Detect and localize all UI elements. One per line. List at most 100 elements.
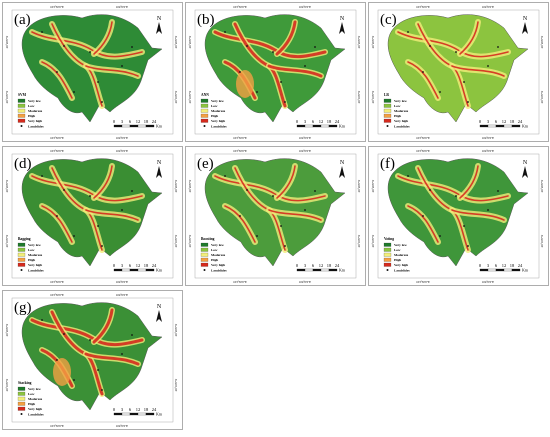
landslide-point xyxy=(101,101,103,103)
map-frame xyxy=(377,9,540,135)
north-arrow xyxy=(156,166,162,178)
landslide-point xyxy=(101,245,103,247)
longitude-label: 103°50'0"E xyxy=(416,136,430,140)
legend-label: Low xyxy=(211,248,218,252)
very-high-zone xyxy=(41,205,73,243)
very-high-zone xyxy=(93,21,113,55)
latitude-label: 26°20'0"N xyxy=(5,179,9,192)
legend-landslide xyxy=(20,125,23,127)
legend-label: Very low xyxy=(28,243,41,247)
legend-swatch xyxy=(17,252,26,257)
very-high-zone xyxy=(276,165,296,199)
scale-segment xyxy=(129,124,139,128)
legend-swatch xyxy=(200,118,209,123)
legend-swatch xyxy=(200,262,209,267)
very-high-zone xyxy=(213,30,327,59)
scale-segment xyxy=(121,268,131,272)
north-arrow xyxy=(522,22,528,34)
landslide-point xyxy=(284,245,286,247)
legend-swatch xyxy=(17,98,26,103)
longitude-label: 104°0'0"E xyxy=(116,136,128,140)
scale-tick: 24 xyxy=(335,263,340,268)
legend-title: LR xyxy=(384,93,389,97)
very-high-zone xyxy=(451,65,505,77)
very-high-zone xyxy=(397,31,509,58)
scale-segment xyxy=(479,268,489,272)
legend-title: Boosting xyxy=(201,237,215,241)
very-high-zone xyxy=(214,175,326,202)
landslide-point xyxy=(487,209,489,211)
legend-swatch xyxy=(17,386,26,391)
scale-tick: 12 xyxy=(319,119,324,124)
landslide-point xyxy=(455,51,457,53)
very-high-zone xyxy=(224,205,256,243)
legend-landslide xyxy=(386,125,389,127)
very-high-zone xyxy=(30,318,144,347)
landslide-point xyxy=(41,175,43,177)
legend-label: Very low xyxy=(211,99,224,103)
panel-label: (a) xyxy=(14,12,31,28)
landslide-point xyxy=(497,46,499,48)
latitude-label: 26°10'0"N xyxy=(371,90,375,103)
legend-swatch xyxy=(383,257,392,262)
landslide-point xyxy=(314,190,316,192)
scale-tick: 12 xyxy=(502,263,507,268)
landslide-point xyxy=(101,389,103,391)
very-high-zone xyxy=(93,165,113,199)
scale-segment xyxy=(113,268,123,272)
latitude-label: 26°10'0"N xyxy=(357,90,361,103)
landslide-point xyxy=(97,225,99,227)
legend-landslide xyxy=(203,269,206,271)
latitude-label: 26°10'0"N xyxy=(371,234,375,247)
legend-swatch xyxy=(17,103,26,108)
landslide-point xyxy=(407,175,409,177)
scale-tick: 3 xyxy=(121,407,124,412)
landslide-point xyxy=(121,353,123,355)
map-panel: 103°50'0"E 103°50'0"E 104°0'0"E 104°0'0"E 26… xyxy=(368,146,549,286)
map-panel: 103°50'0"E 103°50'0"E 104°0'0"E 104°0'0"E 26… xyxy=(185,2,366,142)
legend-label: Landslides xyxy=(28,413,44,417)
map-frame xyxy=(11,153,174,279)
landslide-point xyxy=(121,209,123,211)
very-high-zone xyxy=(459,165,479,199)
scale-unit: Km xyxy=(339,268,346,273)
landslide-point xyxy=(284,101,286,103)
very-high-zone xyxy=(53,358,71,386)
very-high-zone xyxy=(31,31,143,58)
legend-title: SVM xyxy=(18,93,27,97)
latitude-label: 26°20'0"N xyxy=(540,35,544,48)
legend-label: Very high xyxy=(211,119,225,123)
map-frame xyxy=(11,297,174,423)
legend-label: Very high xyxy=(28,407,42,411)
legend-landslide xyxy=(203,125,206,127)
scale-unit: Km xyxy=(156,412,163,417)
legend-swatch xyxy=(383,103,392,108)
legend-label: Landslides xyxy=(211,125,227,129)
legend-label: Very low xyxy=(28,99,41,103)
panel-label: (c) xyxy=(380,12,397,28)
very-high-zone xyxy=(85,209,139,221)
landslide-point xyxy=(56,71,58,73)
legend-swatch xyxy=(17,242,26,247)
longitude-label: 104°0'0"E xyxy=(116,424,128,428)
longitude-label: 104°0'0"E xyxy=(116,5,128,9)
scale-tick: 24 xyxy=(152,407,157,412)
legend-swatch xyxy=(17,108,26,113)
legend-label: High xyxy=(211,258,218,262)
scale-tick: 0 xyxy=(113,407,116,412)
legend-label: Landslides xyxy=(394,269,410,273)
map-panel: 103°50'0"E 103°50'0"E 104°0'0"E 104°0'0"E 26… xyxy=(2,2,183,142)
landslide-point xyxy=(467,101,469,103)
map-panel: 103°50'0"E 103°50'0"E 104°0'0"E 104°0'0"E 26… xyxy=(2,290,183,430)
scale-segment xyxy=(113,124,123,128)
legend-landslide xyxy=(20,269,23,271)
landslide-point xyxy=(407,31,409,33)
scale-unit: Km xyxy=(156,268,163,273)
landslide-point xyxy=(439,91,441,93)
latitude-label: 26°20'0"N xyxy=(5,35,9,48)
scale-tick: 0 xyxy=(296,119,299,124)
legend-label: High xyxy=(28,258,35,262)
landslide-point xyxy=(280,225,282,227)
legend-swatch xyxy=(383,242,392,247)
longitude-label: 104°0'0"E xyxy=(482,280,494,284)
